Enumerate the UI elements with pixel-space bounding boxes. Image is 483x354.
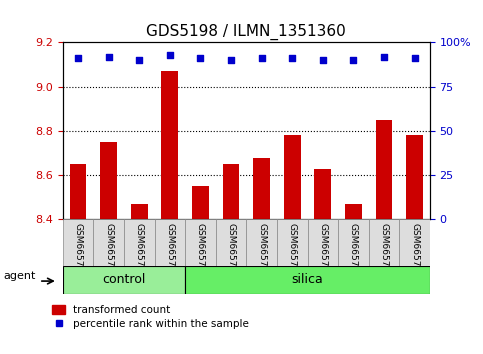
Bar bbox=[124, 219, 155, 266]
Text: GSM665788: GSM665788 bbox=[165, 223, 174, 278]
Bar bbox=[155, 219, 185, 266]
Bar bbox=[185, 219, 216, 266]
Bar bbox=[369, 219, 399, 266]
Bar bbox=[100, 142, 117, 219]
Point bbox=[74, 56, 82, 61]
Point bbox=[135, 57, 143, 63]
Bar bbox=[93, 219, 124, 266]
Text: GSM665761: GSM665761 bbox=[73, 223, 83, 278]
Bar bbox=[131, 204, 148, 219]
Bar bbox=[406, 136, 423, 219]
Bar bbox=[308, 219, 338, 266]
Text: silica: silica bbox=[292, 273, 324, 286]
Point bbox=[258, 56, 266, 61]
Text: GSM665792: GSM665792 bbox=[380, 223, 388, 278]
Text: GSM665793: GSM665793 bbox=[410, 223, 419, 278]
Bar bbox=[70, 164, 86, 219]
Bar bbox=[63, 266, 185, 294]
Text: GSM665774: GSM665774 bbox=[135, 223, 144, 278]
Point bbox=[411, 56, 418, 61]
Title: GDS5198 / ILMN_1351360: GDS5198 / ILMN_1351360 bbox=[146, 23, 346, 40]
Legend: transformed count, percentile rank within the sample: transformed count, percentile rank withi… bbox=[48, 301, 254, 333]
Bar bbox=[192, 186, 209, 219]
Text: GSM665775: GSM665775 bbox=[318, 223, 327, 278]
Text: GSM665770: GSM665770 bbox=[288, 223, 297, 278]
Bar bbox=[223, 164, 240, 219]
Point bbox=[380, 54, 388, 59]
Bar bbox=[345, 204, 362, 219]
Bar bbox=[246, 219, 277, 266]
Bar bbox=[277, 219, 308, 266]
Bar bbox=[185, 266, 430, 294]
Text: control: control bbox=[102, 273, 146, 286]
Text: GSM665754: GSM665754 bbox=[227, 223, 236, 278]
Point bbox=[350, 57, 357, 63]
Point bbox=[197, 56, 204, 61]
Bar bbox=[314, 169, 331, 219]
Point bbox=[227, 57, 235, 63]
Bar bbox=[63, 219, 93, 266]
Text: GSM665771: GSM665771 bbox=[104, 223, 113, 278]
Bar bbox=[399, 219, 430, 266]
Point bbox=[105, 54, 113, 59]
Bar bbox=[253, 158, 270, 219]
Text: GSM665785: GSM665785 bbox=[349, 223, 358, 278]
Point bbox=[166, 52, 174, 58]
Bar bbox=[216, 219, 246, 266]
Bar bbox=[376, 120, 392, 219]
Text: GSM665769: GSM665769 bbox=[257, 223, 266, 278]
Bar bbox=[284, 136, 300, 219]
Text: agent: agent bbox=[3, 271, 36, 281]
Bar bbox=[161, 71, 178, 219]
Text: GSM665750: GSM665750 bbox=[196, 223, 205, 278]
Point bbox=[288, 56, 296, 61]
Bar bbox=[338, 219, 369, 266]
Point bbox=[319, 57, 327, 63]
